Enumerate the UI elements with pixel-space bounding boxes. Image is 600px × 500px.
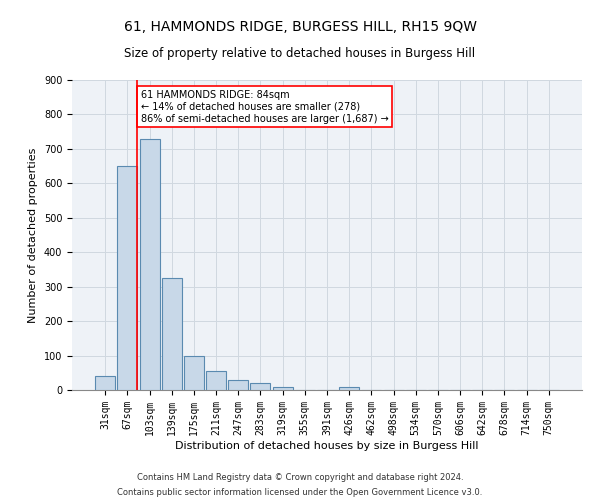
- Bar: [250, 383, 271, 390]
- Text: Contains public sector information licensed under the Open Government Licence v3: Contains public sector information licen…: [118, 488, 482, 497]
- Text: 61, HAMMONDS RIDGE, BURGESS HILL, RH15 9QW: 61, HAMMONDS RIDGE, BURGESS HILL, RH15 9…: [124, 20, 476, 34]
- Text: Contains HM Land Registry data © Crown copyright and database right 2024.: Contains HM Land Registry data © Crown c…: [137, 473, 463, 482]
- X-axis label: Distribution of detached houses by size in Burgess Hill: Distribution of detached houses by size …: [175, 440, 479, 450]
- Bar: [118, 166, 137, 390]
- Y-axis label: Number of detached properties: Number of detached properties: [28, 148, 38, 322]
- Bar: [184, 356, 204, 390]
- Bar: [162, 278, 182, 390]
- Bar: [272, 386, 293, 390]
- Text: Size of property relative to detached houses in Burgess Hill: Size of property relative to detached ho…: [124, 48, 476, 60]
- Bar: [95, 376, 115, 390]
- Bar: [206, 371, 226, 390]
- Text: 61 HAMMONDS RIDGE: 84sqm
← 14% of detached houses are smaller (278)
86% of semi-: 61 HAMMONDS RIDGE: 84sqm ← 14% of detach…: [140, 90, 388, 124]
- Bar: [140, 138, 160, 390]
- Bar: [228, 380, 248, 390]
- Bar: [339, 386, 359, 390]
